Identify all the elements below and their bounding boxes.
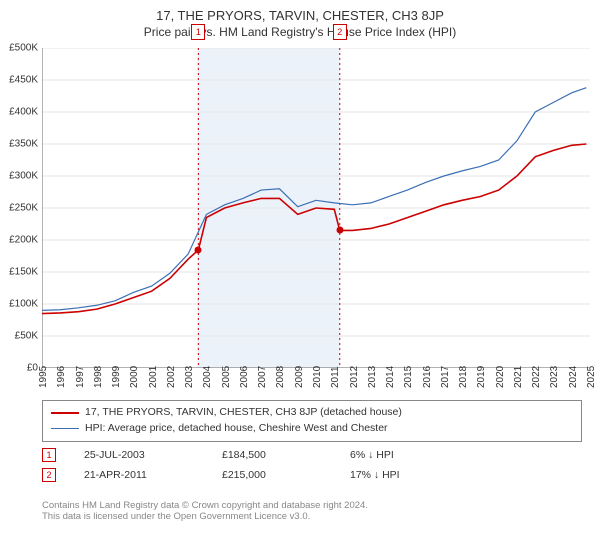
x-tick-label: 2020 [495,366,506,388]
x-tick-label: 2003 [184,366,195,388]
y-tick-label: £250K [0,203,38,214]
x-tick-label: 2008 [275,366,286,388]
sale-price: £215,000 [222,469,322,481]
sale-number-badge: 2 [42,468,56,482]
x-tick-label: 2013 [367,366,378,388]
x-tick-label: 2009 [294,366,305,388]
x-tick-label: 2001 [148,366,159,388]
x-tick-label: 2015 [403,366,414,388]
x-tick-label: 2005 [221,366,232,388]
y-tick-label: £150K [0,267,38,278]
x-tick-label: 2002 [166,366,177,388]
x-tick-label: 2012 [349,366,360,388]
x-tick-label: 1998 [93,366,104,388]
footer-line: This data is licensed under the Open Gov… [42,511,582,522]
x-tick-label: 2023 [549,366,560,388]
y-tick-label: £350K [0,139,38,150]
y-axis: £0£50K£100K£150K£200K£250K£300K£350K£400… [0,48,40,368]
sale-price: £184,500 [222,449,322,461]
x-tick-label: 2024 [568,366,579,388]
x-tick-label: 2007 [257,366,268,388]
legend-label: 17, THE PRYORS, TARVIN, CHESTER, CH3 8JP… [85,405,402,421]
legend-label: HPI: Average price, detached house, Ches… [85,421,388,437]
legend-row: 17, THE PRYORS, TARVIN, CHESTER, CH3 8JP… [51,405,573,421]
x-tick-label: 2014 [385,366,396,388]
chart-svg [42,48,590,368]
sale-delta: 17% ↓ HPI [350,469,400,481]
x-tick-label: 2000 [129,366,140,388]
x-tick-label: 1995 [38,366,49,388]
sale-row: 1 25-JUL-2003 £184,500 6% ↓ HPI [42,448,582,462]
x-tick-label: 2016 [422,366,433,388]
x-tick-label: 2011 [330,366,341,388]
y-tick-label: £500K [0,43,38,54]
y-tick-label: £200K [0,235,38,246]
x-axis: 1995199619971998199920002001200220032004… [42,368,590,390]
sale-date: 21-APR-2011 [84,469,194,481]
x-tick-label: 2006 [239,366,250,388]
sale-date: 25-JUL-2003 [84,449,194,461]
legend-swatch-property [51,412,79,414]
x-tick-label: 2022 [531,366,542,388]
sales-table: 1 25-JUL-2003 £184,500 6% ↓ HPI 2 21-APR-2011… [42,448,582,488]
x-tick-label: 2021 [513,366,524,388]
footer-line: Contains HM Land Registry data © Crown c… [42,500,582,511]
x-tick-label: 1996 [56,366,67,388]
x-tick-label: 2018 [458,366,469,388]
y-tick-label: £400K [0,107,38,118]
sale-number-badge: 1 [42,448,56,462]
x-tick-label: 2025 [586,366,597,388]
footer: Contains HM Land Registry data © Crown c… [42,500,582,522]
sale-dot [195,246,202,253]
y-tick-label: £450K [0,75,38,86]
y-tick-label: £50K [0,331,38,342]
sale-delta: 6% ↓ HPI [350,449,394,461]
legend: 17, THE PRYORS, TARVIN, CHESTER, CH3 8JP… [42,400,582,442]
price-chart: 12 £0£50K£100K£150K£200K£250K£300K£350K£… [42,48,590,388]
x-tick-label: 2010 [312,366,323,388]
legend-row: HPI: Average price, detached house, Ches… [51,421,573,437]
sale-row: 2 21-APR-2011 £215,000 17% ↓ HPI [42,468,582,482]
x-tick-label: 2017 [440,366,451,388]
y-tick-label: £300K [0,171,38,182]
plot-area: 12 [42,48,590,368]
x-tick-label: 2019 [476,366,487,388]
page-title: 17, THE PRYORS, TARVIN, CHESTER, CH3 8JP [0,0,600,23]
x-tick-label: 1999 [111,366,122,388]
y-tick-label: £100K [0,299,38,310]
page-subtitle: Price paid vs. HM Land Registry's House … [0,23,600,39]
legend-swatch-hpi [51,428,79,430]
sale-marker: 1 [191,24,205,40]
sale-dot [336,227,343,234]
x-tick-label: 2004 [202,366,213,388]
x-tick-label: 1997 [75,366,86,388]
sale-marker: 2 [333,24,347,40]
y-tick-label: £0 [0,363,38,374]
